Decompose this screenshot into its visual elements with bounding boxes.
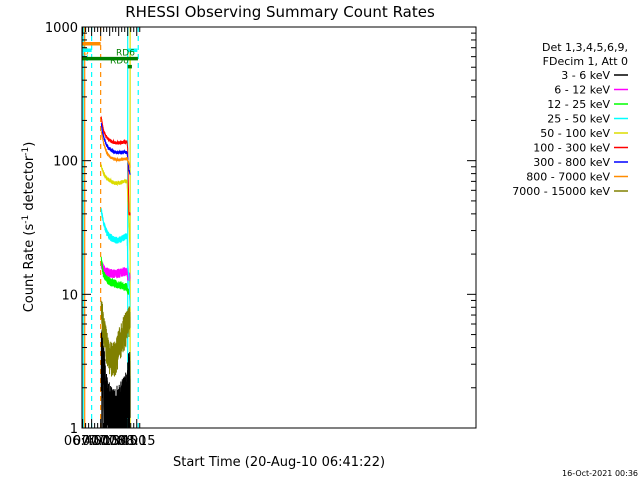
y-label-sup-2: -1 [21, 147, 31, 156]
x-tick-label: 08:00 [109, 434, 146, 449]
x-tick-label: 07:00 [73, 434, 110, 449]
y-tick-label: 100 [53, 155, 78, 170]
x-tick-label: 07:15 [82, 434, 119, 449]
status-bars: SNRD6RD0 [82, 41, 138, 69]
y-label-part-3: ) [22, 142, 37, 147]
series-lines [100, 115, 131, 429]
legend-item-label: 300 - 800 keV [533, 156, 610, 169]
y-axis-ticks: 1 10 100 1000 [45, 21, 476, 437]
series-line-4 [100, 164, 131, 257]
series-line-2 [100, 256, 130, 295]
y-label-part-2: detector [22, 155, 37, 215]
legend-item-label: 3 - 6 keV [561, 69, 610, 82]
legend-item-label: 7000 - 15000 keV [512, 185, 610, 198]
series-line-8 [100, 300, 131, 377]
status-bar-label-0: S [83, 48, 89, 58]
legend-item-label: 12 - 25 keV [547, 98, 610, 111]
legend-header-1: Det 1,3,4,5,6,9, [542, 41, 628, 54]
x-axis-label: Start Time (20-Aug-10 06:41:22) [173, 455, 385, 470]
legend-item-label: 800 - 7000 keV [526, 171, 610, 184]
y-label-part-1: Count Rate (s [22, 224, 37, 313]
footer-date: 16-Oct-2021 00:36 [562, 469, 638, 478]
chart-title: RHESSI Observing Summary Count Rates [125, 3, 435, 21]
vertical-markers [82, 27, 139, 428]
plot-frame [81, 26, 477, 429]
series-line-0 [100, 329, 131, 429]
y-axis-label: Count Rate (s-1 detector-1) [21, 142, 37, 313]
series-line-5 [100, 115, 131, 216]
y-tick-label: 1 [70, 422, 78, 437]
legend: Det 1,3,4,5,6,9, FDecim 1, Att 0 3 - 6 k… [512, 41, 628, 198]
x-tick-label: 07:45 [100, 434, 137, 449]
y-label-sup-1: -1 [21, 215, 31, 224]
y-tick-label: 10 [61, 288, 78, 303]
legend-item-label: 100 - 300 keV [533, 142, 610, 155]
status-bar-label-4: RD0 [110, 57, 129, 67]
series-line-6 [100, 122, 131, 175]
x-tick-label: 08:15 [118, 434, 155, 449]
legend-header-2: FDecim 1, Att 0 [543, 55, 628, 68]
status-bar-label-3: RD6 [116, 49, 135, 59]
x-tick-label: 07:30 [91, 434, 128, 449]
series-line-7 [100, 131, 131, 168]
series-line-3 [100, 208, 131, 308]
series-line-1 [100, 260, 131, 282]
legend-item-label: 6 - 12 keV [554, 84, 610, 97]
legend-item-label: 50 - 100 keV [540, 127, 610, 140]
y-tick-label: 1000 [45, 21, 78, 36]
x-tick-label: 06:45 [64, 434, 101, 449]
legend-item-label: 25 - 50 keV [547, 113, 610, 126]
